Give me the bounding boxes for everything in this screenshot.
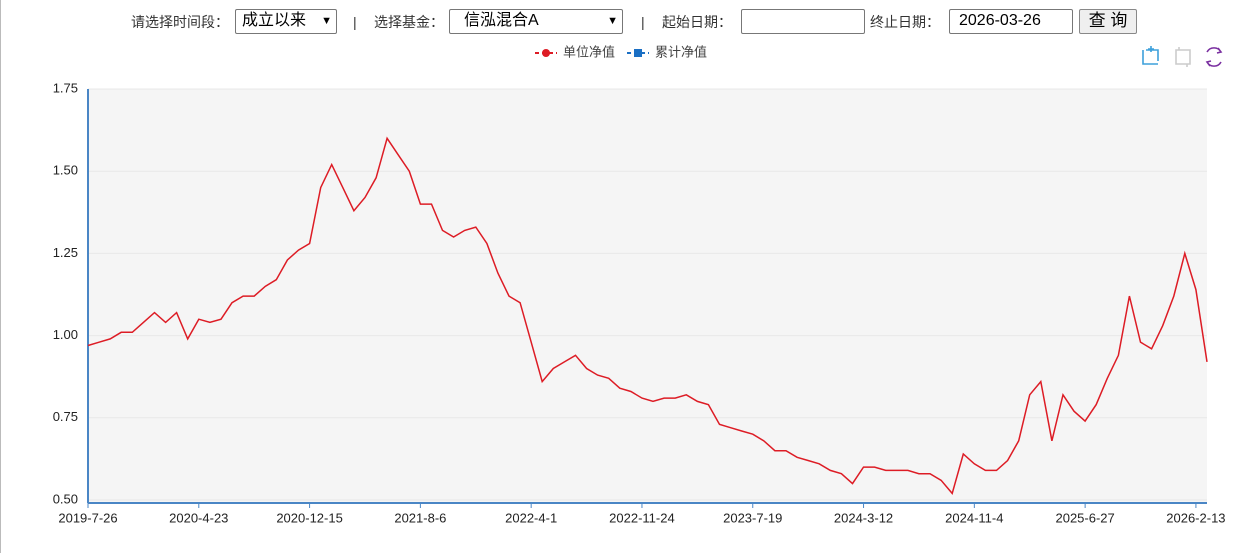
y-tick-label: 0.50	[53, 491, 78, 506]
x-tick-label: 2022-11-24	[609, 510, 675, 525]
legend-item[interactable]: 累计净值	[627, 44, 707, 59]
x-tick-label: 2020-12-15	[276, 510, 343, 525]
select-value: 成立以来	[242, 12, 307, 29]
zoom-reset-icon[interactable]	[1175, 47, 1191, 67]
legend-item[interactable]: 单位净值	[535, 44, 615, 59]
x-tick-label: 2026-2-13	[1166, 510, 1225, 525]
legend-label: 累计净值	[655, 44, 707, 59]
label: 起始日期：	[662, 14, 732, 30]
y-tick-label: 0.75	[53, 409, 78, 424]
x-tick-label: 2022-4-1	[505, 510, 557, 525]
x-tick-label: 2025-6-27	[1055, 510, 1114, 525]
separator: |	[353, 14, 357, 30]
select-value: 信泓混合A	[464, 12, 539, 29]
y-tick-label: 1.25	[53, 245, 78, 260]
period-select[interactable]: 成立以来 ▼	[235, 9, 337, 34]
legend-label: 单位净值	[563, 44, 615, 59]
x-tick-label: 2024-11-4	[945, 510, 1003, 525]
label: 请选择时间段：	[131, 14, 229, 30]
series-line	[87, 136, 1208, 495]
legend-symbol	[634, 49, 643, 57]
x-tick-label: 2019-7-26	[58, 510, 117, 525]
zoom-icon[interactable]	[1142, 46, 1159, 65]
start-date-input[interactable]	[741, 9, 865, 34]
toolbar: 请选择时间段： 成立以来 ▼ | 选择基金： 信泓混合A ▼ | 起始日期： 终止日…	[1, 9, 1241, 35]
y-tick-label: 1.75	[53, 80, 78, 95]
x-tick-label: 2020-4-23	[169, 510, 228, 525]
query-button[interactable]: 查 询	[1079, 9, 1137, 34]
separator: |	[641, 14, 645, 30]
y-tick-label: 1.50	[53, 163, 78, 178]
legend-symbol	[542, 49, 550, 57]
toolbox	[1142, 46, 1223, 67]
end-date-input[interactable]: 2026-03-26	[949, 9, 1073, 34]
plot-area	[88, 89, 1207, 503]
x-tick-label: 2024-3-12	[834, 510, 893, 525]
x-tick-label: 2023-7-19	[723, 510, 782, 525]
label: 选择基金：	[374, 14, 444, 30]
label: 终止日期：	[870, 14, 940, 30]
x-tick-label: 2021-8-6	[394, 510, 446, 525]
y-tick-label: 1.00	[53, 327, 78, 342]
restore-icon[interactable]	[1205, 47, 1223, 67]
fund-select[interactable]: 信泓混合A ▼	[449, 9, 623, 34]
